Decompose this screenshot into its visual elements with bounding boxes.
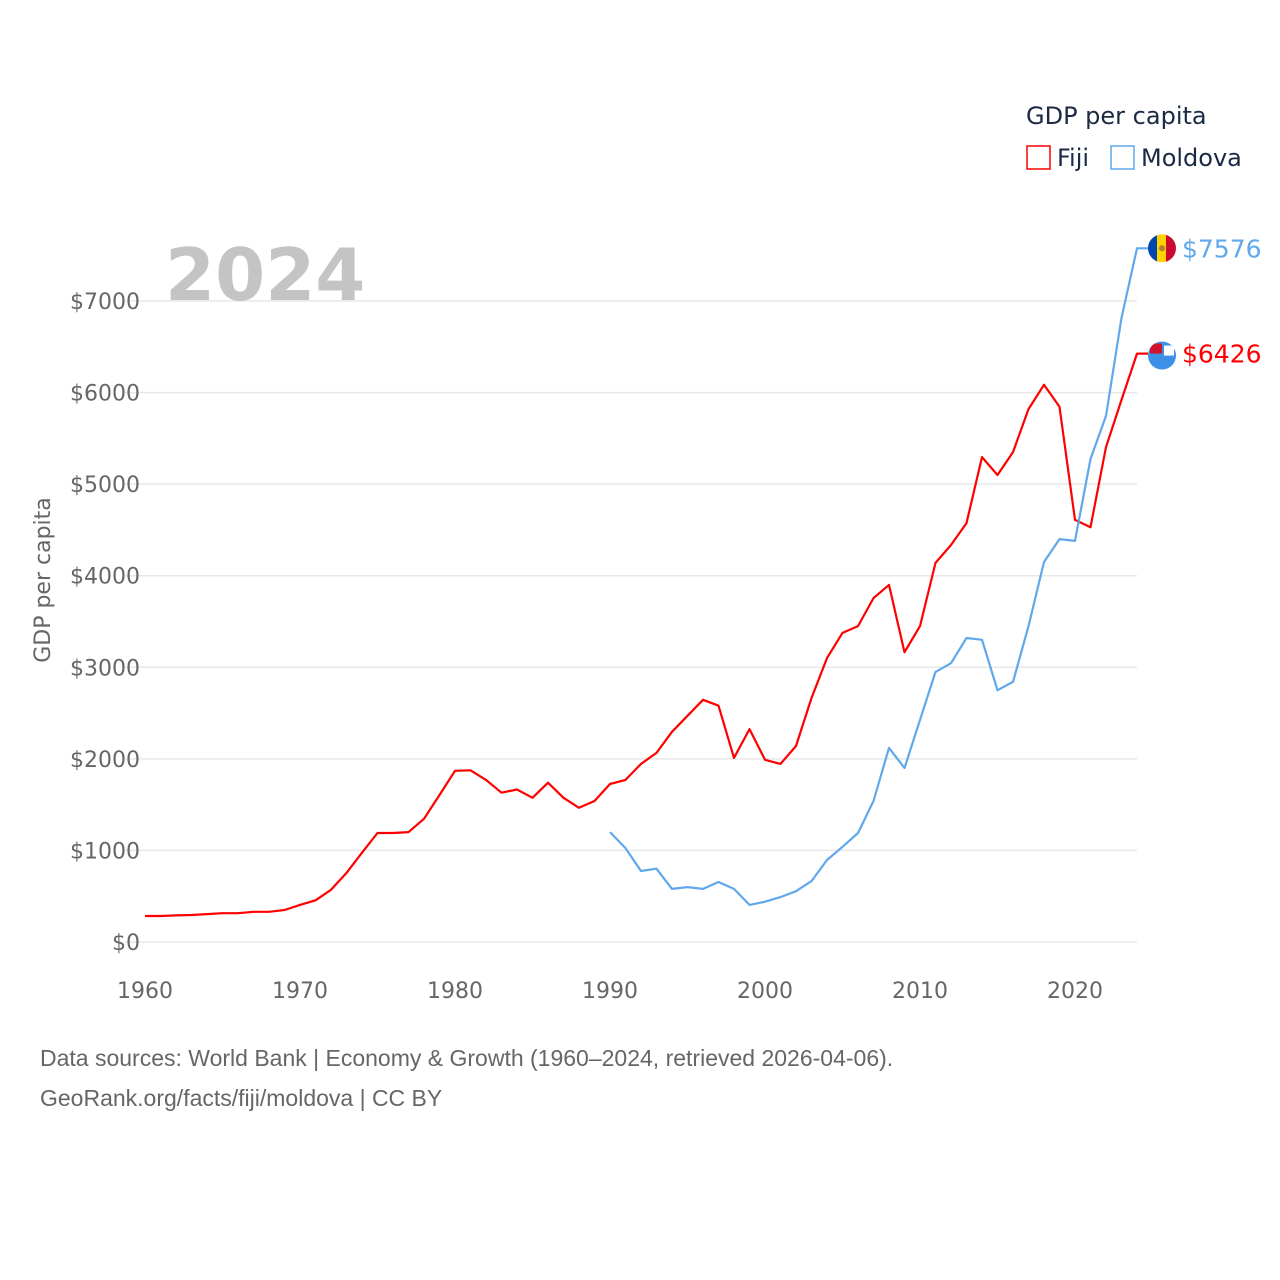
- y-tick-label: $6000: [70, 382, 140, 407]
- x-tick-label: 2020: [1047, 979, 1103, 1004]
- end-value-label: $7576: [1182, 234, 1262, 263]
- flag-shield: [1164, 345, 1174, 356]
- legend-title: GDP per capita: [1026, 102, 1207, 130]
- year-watermark: 2024: [165, 233, 365, 317]
- flag-union: [1150, 343, 1162, 354]
- y-tick-label: $4000: [70, 565, 140, 590]
- y-tick-label: $5000: [70, 473, 140, 498]
- x-tick-label: 2000: [737, 979, 793, 1004]
- y-tick-label: $1000: [70, 839, 140, 864]
- flag-emblem: [1159, 245, 1165, 252]
- x-tick-label: 1970: [272, 979, 328, 1004]
- legend-label-fiji: Fiji: [1057, 144, 1089, 172]
- legend-swatch: [1026, 145, 1051, 170]
- moldova-flag-icon: [1148, 234, 1176, 263]
- legend-swatch: [1110, 145, 1135, 170]
- source-link[interactable]: GeoRank.org/facts/fiji/moldova | CC BY: [40, 1085, 443, 1111]
- fiji-flag-icon: [1148, 341, 1176, 370]
- series-line-fiji: [145, 352, 1148, 918]
- y-axis-label: GDP per capita: [31, 497, 56, 663]
- x-tick-label: 2010: [892, 979, 948, 1004]
- y-tick-label: $2000: [70, 748, 140, 773]
- x-tick-label: 1960: [117, 979, 173, 1004]
- y-tick-label: $7000: [70, 290, 140, 315]
- line-chart: $0 $1000 $2000 $3000 $4000 $5000 $6000 $7000 196…: [31, 102, 1262, 1004]
- data-source-text: Data sources: World Bank | Economy & Gro…: [40, 1045, 894, 1071]
- y-tick-label: $3000: [70, 656, 140, 681]
- flag-red: [1166, 234, 1176, 263]
- flag-blue: [1148, 234, 1158, 263]
- series-line-moldova: [609, 247, 1148, 907]
- flag-body: [1148, 341, 1176, 370]
- x-tick-label: 1980: [427, 979, 483, 1004]
- flag-stripes: [1148, 234, 1176, 263]
- y-tick-label: $0: [112, 931, 140, 956]
- x-tick-label: 1990: [582, 979, 638, 1004]
- legend-label-moldova: Moldova: [1141, 144, 1242, 172]
- end-value-label: $6426: [1182, 340, 1262, 369]
